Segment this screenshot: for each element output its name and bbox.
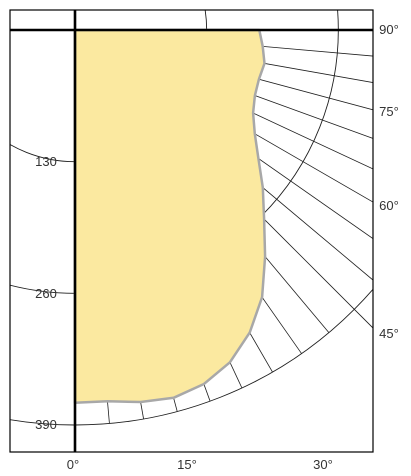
angle-tick-label: 0°: [67, 457, 79, 472]
angle-tick-label: 45°: [379, 326, 399, 341]
plot-frame: [9, 9, 374, 453]
angle-tick-label: 90°: [379, 22, 399, 37]
radial-tick-label: 390: [35, 417, 57, 432]
angle-tick-label: 75°: [379, 104, 399, 119]
angle-tick-label: 15°: [177, 457, 197, 472]
radial-tick-label: 260: [35, 286, 57, 301]
plot-border: [9, 9, 374, 453]
angle-tick-label: 30°: [313, 457, 333, 472]
radial-tick-labels: 130 260 390: [35, 154, 57, 432]
angle-tick-labels: 0° 15° 30° 45° 60° 75° 90°: [67, 22, 399, 472]
radial-tick-label: 130: [35, 154, 57, 169]
angle-tick-label: 60°: [379, 198, 399, 213]
intensity-curve: [73, 28, 267, 404]
